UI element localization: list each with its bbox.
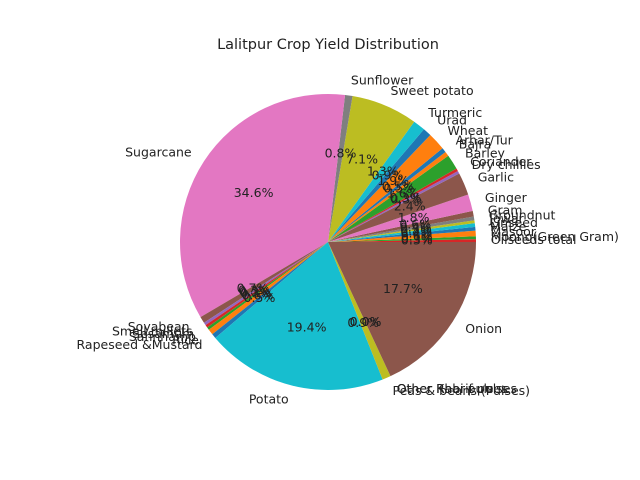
- slice-percent-moong-green-gram: 0.3%: [401, 231, 433, 246]
- slice-label-barley: Barley: [465, 146, 506, 161]
- pie-slice-bajra: [328, 151, 449, 242]
- slice-percent-other-rabi-pulses: 0.0%: [350, 314, 382, 329]
- slice-percent-soyabean: 0.7%: [237, 280, 269, 295]
- pie-slice-peas-beans-pulses: [328, 242, 391, 380]
- pie-percent-labels: 0.3%0.3%0.6%0.4%0.4%0.3%0.4%0.6%1.8%2.4%…: [234, 146, 433, 335]
- slice-percent-peas-beans-pulses: 0.9%: [347, 315, 379, 330]
- pie-slice-onion: [328, 242, 476, 377]
- pie-slice-sugarcane: [180, 93, 346, 318]
- slice-percent-masoor: 0.6%: [401, 228, 433, 243]
- pie-slice-potato: [215, 242, 383, 391]
- slice-label-other-kharif-pulses: Other Kharif pulses: [397, 381, 517, 396]
- slice-label-linseed: Linseed: [490, 215, 538, 230]
- slice-label-jowar: Jowar: [488, 211, 524, 226]
- pie-slice-wheat: [328, 135, 443, 242]
- slice-label-sunflower: Sunflower: [351, 72, 414, 87]
- slice-label-coriander: Coriander: [470, 154, 532, 169]
- slice-percent-urad: 0.9%: [372, 168, 404, 183]
- pie-slice-dry-chillies: [328, 171, 460, 242]
- pie-slice-urad: [328, 129, 431, 242]
- pie-slice-small-millets: [203, 242, 328, 326]
- slice-label-bajra: Bajra: [459, 137, 492, 152]
- slice-percent-arhar-tur: 0.5%: [382, 178, 414, 193]
- slice-label-maize: Maize: [490, 219, 526, 234]
- slice-label-peas-beans-pulses: Peas & beans (Pulses): [393, 383, 531, 398]
- slice-label-ginger: Ginger: [485, 190, 528, 205]
- pie-slice-soyabean: [200, 242, 328, 323]
- slice-label-gram: Gram: [488, 202, 523, 217]
- pie-slice-rapeseed-mustard: [212, 242, 328, 338]
- slice-label-oilseeds-total: Oilseeds total: [491, 232, 577, 247]
- pie-slice-sannhamp: [207, 242, 328, 330]
- slice-percent-jowar: 0.3%: [400, 221, 432, 236]
- slice-label-garlic: Garlic: [478, 170, 514, 185]
- pie-slice-sweet-potato: [328, 96, 415, 242]
- pie-slice-arhar-tur: [328, 148, 446, 242]
- pie-slice-turmeric: [328, 121, 424, 242]
- slice-label-turmeric: Turmeric: [427, 105, 482, 120]
- slice-percent-other-kharif-pulses: 0.0%: [350, 314, 382, 329]
- slice-label-groundnut: Groundnut: [489, 208, 556, 223]
- slice-percent-onion: 17.7%: [383, 281, 423, 296]
- slice-label-arhar-tur: Arhar/Tur: [456, 132, 514, 147]
- slice-label-other-rabi-pulses: Other Rabi pulses: [397, 381, 508, 396]
- slice-percent-gram: 0.6%: [399, 217, 431, 232]
- slice-label-rapeseed-mustard: Rapeseed &Mustard: [77, 337, 203, 352]
- slice-label-moong-green-gram: Moong(Green Gram): [491, 229, 619, 244]
- slice-label-urad: Urad: [437, 113, 467, 128]
- pie-slice-sunflower: [328, 94, 353, 242]
- slice-percent-linseed: 0.4%: [400, 223, 432, 238]
- slice-percent-potato: 19.4%: [287, 320, 327, 335]
- pie-slice-coriander: [328, 168, 458, 242]
- pie-slice-oilseeds-total: [328, 239, 476, 242]
- slice-label-soyabean: Soyabean: [128, 319, 190, 334]
- slice-percent-sugarcane: 34.6%: [234, 185, 274, 200]
- slice-label-sesamum: Sesamum: [132, 326, 194, 341]
- slice-label-dry-chillies: Dry chillies: [472, 157, 541, 172]
- slice-label-wheat: Wheat: [448, 123, 489, 138]
- chart-title: Lalitpur Crop Yield Distribution: [217, 37, 439, 53]
- slice-percent-bajra: 0.5%: [383, 181, 415, 196]
- slice-label-sweet-potato: Sweet potato: [391, 83, 474, 98]
- slice-label-masoor: Masoor: [491, 224, 537, 239]
- slice-percent-small-millets: 0.3%: [238, 283, 270, 298]
- pie-slice-jowar: [328, 220, 475, 242]
- slice-label-sannhamp: Sannhamp: [129, 329, 196, 344]
- pie-slice-sesamum: [205, 242, 328, 328]
- pie-slices: [180, 93, 476, 391]
- slice-label-rice: Rice: [172, 333, 199, 348]
- pie-slice-maize: [328, 226, 476, 242]
- slice-percent-sweet-potato: 7.1%: [346, 152, 378, 167]
- slice-percent-sesamum: 0.3%: [239, 284, 271, 299]
- slice-percent-rice: 0.6%: [242, 288, 274, 303]
- slice-percent-rapeseed-mustard: 0.5%: [244, 290, 276, 305]
- slice-percent-dry-chillies: 0.3%: [390, 192, 422, 207]
- slice-label-onion: Onion: [465, 321, 502, 336]
- slice-percent-ginger: 1.8%: [398, 210, 430, 225]
- slice-percent-coriander: 0.3%: [390, 190, 422, 205]
- pie-slice-gram: [328, 210, 474, 242]
- slice-percent-barley: 1.6%: [387, 186, 419, 201]
- pie-slice-linseed: [328, 223, 476, 242]
- slice-percent-oilseeds-total: 0.3%: [401, 233, 433, 248]
- slice-label-potato: Potato: [249, 392, 289, 407]
- slice-percent-sunflower: 0.8%: [325, 146, 357, 161]
- slice-percent-wheat: 1.9%: [377, 173, 409, 188]
- slice-label-sugarcane: Sugarcane: [125, 145, 192, 160]
- pie-slice-groundnut: [328, 216, 475, 242]
- slice-percent-garlic: 2.4%: [394, 199, 426, 214]
- pie-slice-ginger: [328, 194, 473, 242]
- slice-percent-turmeric: 1.3%: [367, 164, 399, 179]
- pie-slice-rice: [208, 242, 328, 335]
- pie-slice-moong-green-gram: [328, 236, 476, 242]
- pie-slice-barley: [328, 155, 457, 242]
- slice-label-small-millets: Small millets: [112, 324, 192, 339]
- slice-percent-groundnut: 0.4%: [400, 219, 432, 234]
- pie-slice-masoor: [328, 230, 476, 242]
- pie-slice-garlic: [328, 173, 469, 242]
- slice-percent-maize: 0.4%: [401, 226, 433, 241]
- slice-percent-sannhamp: 0.3%: [240, 286, 272, 301]
